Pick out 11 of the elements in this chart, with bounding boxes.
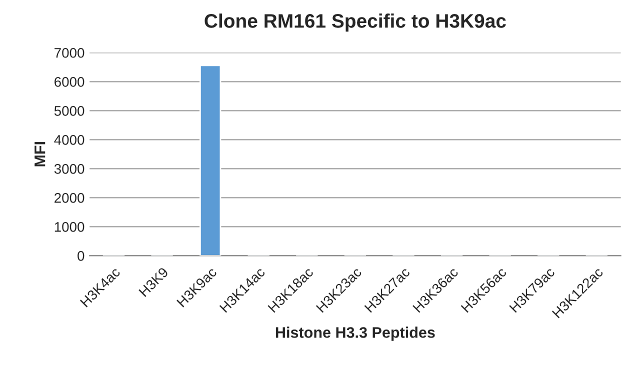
y-tick-label: 0	[78, 251, 84, 261]
y-tick-label: 2000	[54, 193, 84, 203]
y-tick-label: 6000	[54, 76, 84, 87]
y-tick-label: 7000	[54, 48, 84, 58]
y-tick-label: 5000	[54, 106, 84, 116]
y-tick-label: 4000	[54, 134, 84, 145]
y-tick-label: 1000	[54, 222, 84, 232]
x-axis-title: Histone H3.3 Peptides	[276, 326, 435, 341]
y-tick-label: 3000	[54, 164, 84, 174]
y-axis-title: MFI	[34, 142, 46, 166]
chart-title: Clone RM161 Specific to H3K9ac	[204, 14, 506, 32]
